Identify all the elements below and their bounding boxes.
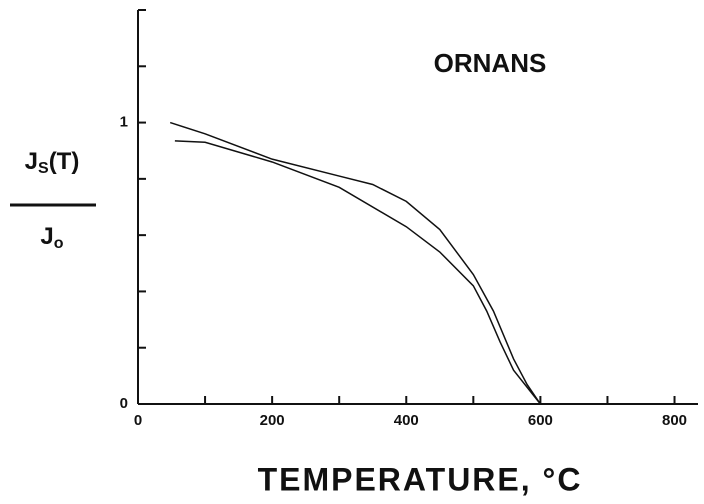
curve: [174, 140, 541, 405]
y-tick-label: 0: [120, 395, 128, 412]
y-axis-label-denominator: Jo: [40, 223, 63, 252]
x-tick-label: 200: [260, 412, 285, 429]
x-axis-label: TEMPERATURE, °C: [258, 461, 583, 497]
x-tick-label: 600: [528, 412, 553, 429]
x-tick-label: 800: [662, 412, 687, 429]
chart-title: ORNANS: [434, 48, 547, 78]
y-tick-label: 1: [120, 114, 128, 131]
x-tick-label: 0: [134, 412, 142, 429]
x-tick-label: 400: [394, 412, 419, 429]
y-axis-label-numerator: JS(T): [25, 148, 80, 177]
curve: [169, 121, 542, 405]
